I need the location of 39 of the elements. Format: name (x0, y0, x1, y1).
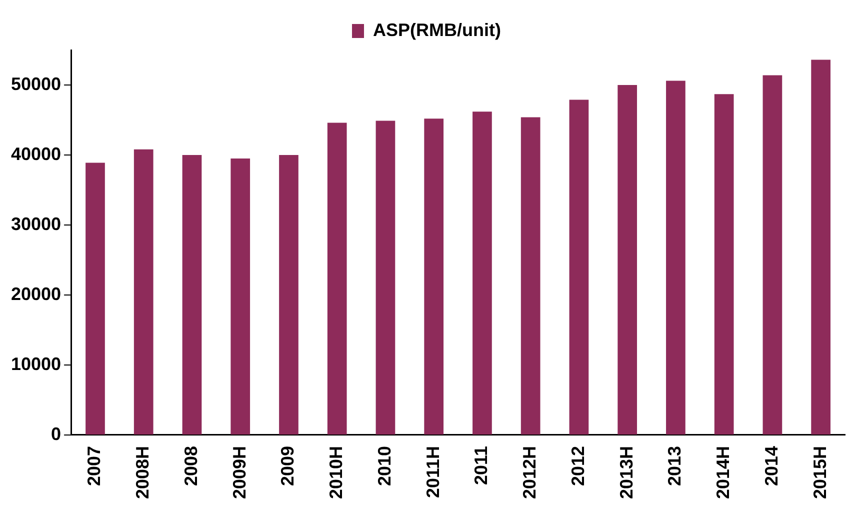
x-tick-label: 2012 (568, 446, 588, 486)
bar (327, 122, 347, 434)
x-tick-label: 2013H (616, 446, 636, 500)
y-tick-label: 50000 (10, 74, 62, 94)
bar (134, 149, 154, 434)
bar (424, 118, 444, 434)
x-tick-label: 2007 (84, 446, 104, 486)
y-tick-label: 10000 (10, 354, 62, 374)
x-tick-label: 2009H (229, 446, 250, 500)
x-tick-label: 2012H (520, 446, 540, 500)
y-tick-label: 40000 (10, 144, 62, 164)
bar (666, 80, 686, 434)
x-tick-label: 2015H (810, 446, 830, 500)
y-tick-label: 0 (51, 424, 62, 444)
x-tick-label: 2013 (664, 446, 685, 486)
x-tick-label: 2008H (132, 446, 153, 500)
bar (762, 75, 782, 434)
bar (569, 100, 589, 434)
bar (230, 158, 250, 434)
legend-label: ASP(RMB/unit) (373, 20, 501, 40)
x-tick-label: 2010 (374, 446, 394, 486)
bar (520, 117, 540, 434)
x-tick-label: 2011H (422, 446, 443, 498)
bar (86, 162, 105, 434)
y-tick-label: 30000 (10, 214, 62, 234)
y-tick-label: 20000 (10, 284, 62, 304)
bar (714, 94, 734, 434)
bar (376, 120, 396, 434)
x-tick-label: 2008 (180, 446, 201, 486)
bar (811, 60, 830, 434)
bar (182, 154, 202, 434)
x-tick-label: 2009 (278, 446, 298, 486)
bar (472, 112, 492, 434)
bar (618, 84, 637, 434)
x-tick-label: 2010H (326, 446, 346, 500)
x-tick-label: 2014H (713, 446, 734, 500)
bar (279, 154, 298, 434)
x-tick-label: 2014 (761, 446, 782, 486)
x-tick-label: 2011 (471, 446, 492, 486)
